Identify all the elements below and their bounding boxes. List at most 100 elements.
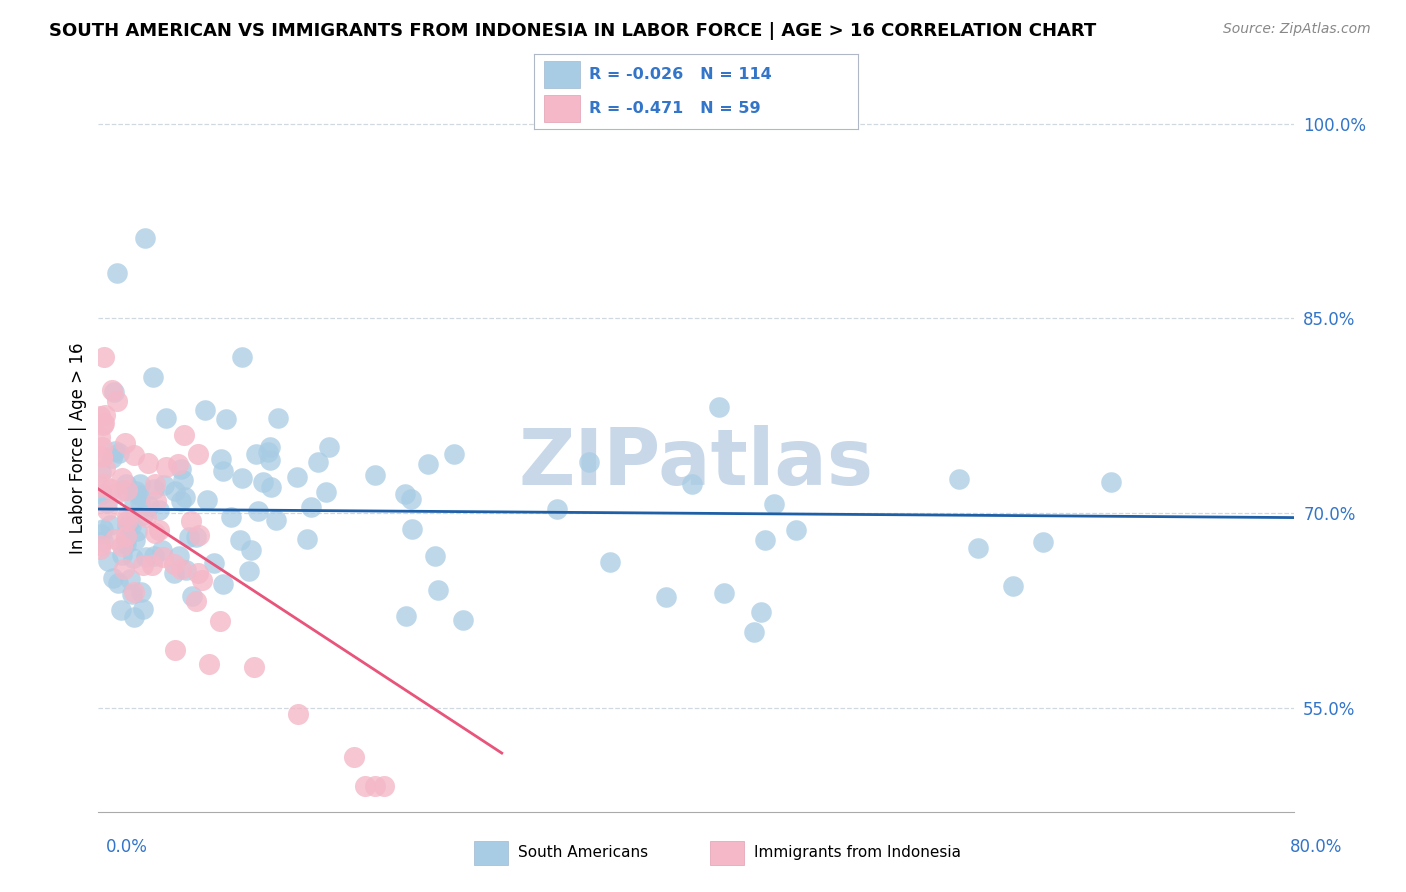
Text: 80.0%: 80.0% <box>1291 838 1343 855</box>
Point <box>142 482 165 496</box>
Point <box>166 458 188 472</box>
Point <box>187 447 209 461</box>
Text: 0.0%: 0.0% <box>105 838 148 855</box>
Point <box>90 526 112 541</box>
Point <box>131 508 153 522</box>
Point <box>785 523 807 537</box>
Point <box>114 532 136 546</box>
Point <box>155 410 177 425</box>
Point <box>259 440 281 454</box>
Point <box>89 538 111 552</box>
Point <box>120 572 142 586</box>
Point <box>105 266 128 280</box>
Point <box>174 563 197 577</box>
Point <box>202 556 225 570</box>
Point <box>655 591 678 605</box>
Point <box>546 502 568 516</box>
Point <box>91 522 114 536</box>
Point <box>96 502 118 516</box>
Point <box>155 460 177 475</box>
Point <box>394 609 416 624</box>
Point <box>256 445 278 459</box>
Point <box>128 495 150 509</box>
Point <box>578 455 600 469</box>
Point <box>318 440 340 454</box>
Point <box>191 574 214 588</box>
Point <box>148 523 170 537</box>
Point <box>229 533 252 548</box>
Point <box>165 642 187 657</box>
Point <box>143 525 166 540</box>
Point <box>135 550 157 565</box>
Point <box>142 369 165 384</box>
Point <box>121 587 143 601</box>
Point <box>364 779 387 793</box>
Point <box>287 706 309 721</box>
Point <box>177 530 200 544</box>
Point <box>120 514 142 528</box>
Point <box>209 451 232 466</box>
Point <box>127 524 149 538</box>
Point <box>153 477 176 491</box>
Bar <box>544 62 579 87</box>
Point <box>443 446 465 460</box>
Point <box>97 554 120 568</box>
Point <box>134 231 156 245</box>
Point <box>89 542 111 557</box>
Text: Source: ZipAtlas.com: Source: ZipAtlas.com <box>1223 22 1371 37</box>
Point <box>91 449 114 463</box>
Point <box>145 476 167 491</box>
Point <box>135 509 157 524</box>
Point <box>180 514 202 528</box>
Point <box>114 483 136 498</box>
Point <box>186 593 208 607</box>
Point <box>91 450 114 465</box>
Text: Immigrants from Indonesia: Immigrants from Indonesia <box>754 846 962 860</box>
Point <box>195 493 218 508</box>
Point <box>112 562 135 576</box>
Point <box>208 614 231 628</box>
Point <box>103 385 125 400</box>
Point <box>754 533 776 547</box>
Point <box>211 577 233 591</box>
Point <box>198 657 221 672</box>
Point <box>124 533 146 547</box>
Point <box>91 476 114 491</box>
Point <box>107 576 129 591</box>
Text: ZIPatlas: ZIPatlas <box>519 425 873 500</box>
Point <box>93 417 115 431</box>
Point <box>245 446 267 460</box>
Point <box>194 403 217 417</box>
Point <box>145 493 167 508</box>
Point <box>131 601 153 615</box>
Point <box>110 603 132 617</box>
Bar <box>710 841 745 864</box>
Point <box>214 411 236 425</box>
Point <box>1032 534 1054 549</box>
Point <box>399 491 422 506</box>
Point <box>107 394 129 409</box>
Point <box>114 435 136 450</box>
Point <box>100 383 122 397</box>
Point <box>259 453 281 467</box>
Point <box>221 510 243 524</box>
Point <box>122 550 145 565</box>
Point <box>115 537 138 551</box>
Point <box>307 454 329 468</box>
Point <box>104 444 127 458</box>
Y-axis label: In Labor Force | Age > 16: In Labor Force | Age > 16 <box>69 343 87 554</box>
Point <box>184 530 207 544</box>
Point <box>264 513 287 527</box>
Point <box>181 590 204 604</box>
Point <box>967 541 990 555</box>
Point <box>299 500 322 514</box>
Point <box>187 528 209 542</box>
Point <box>239 543 262 558</box>
Point <box>91 487 114 501</box>
Point <box>713 586 735 600</box>
Point <box>266 410 288 425</box>
Point <box>115 519 138 533</box>
Point <box>170 562 193 576</box>
Point <box>599 555 621 569</box>
Point <box>120 519 142 533</box>
